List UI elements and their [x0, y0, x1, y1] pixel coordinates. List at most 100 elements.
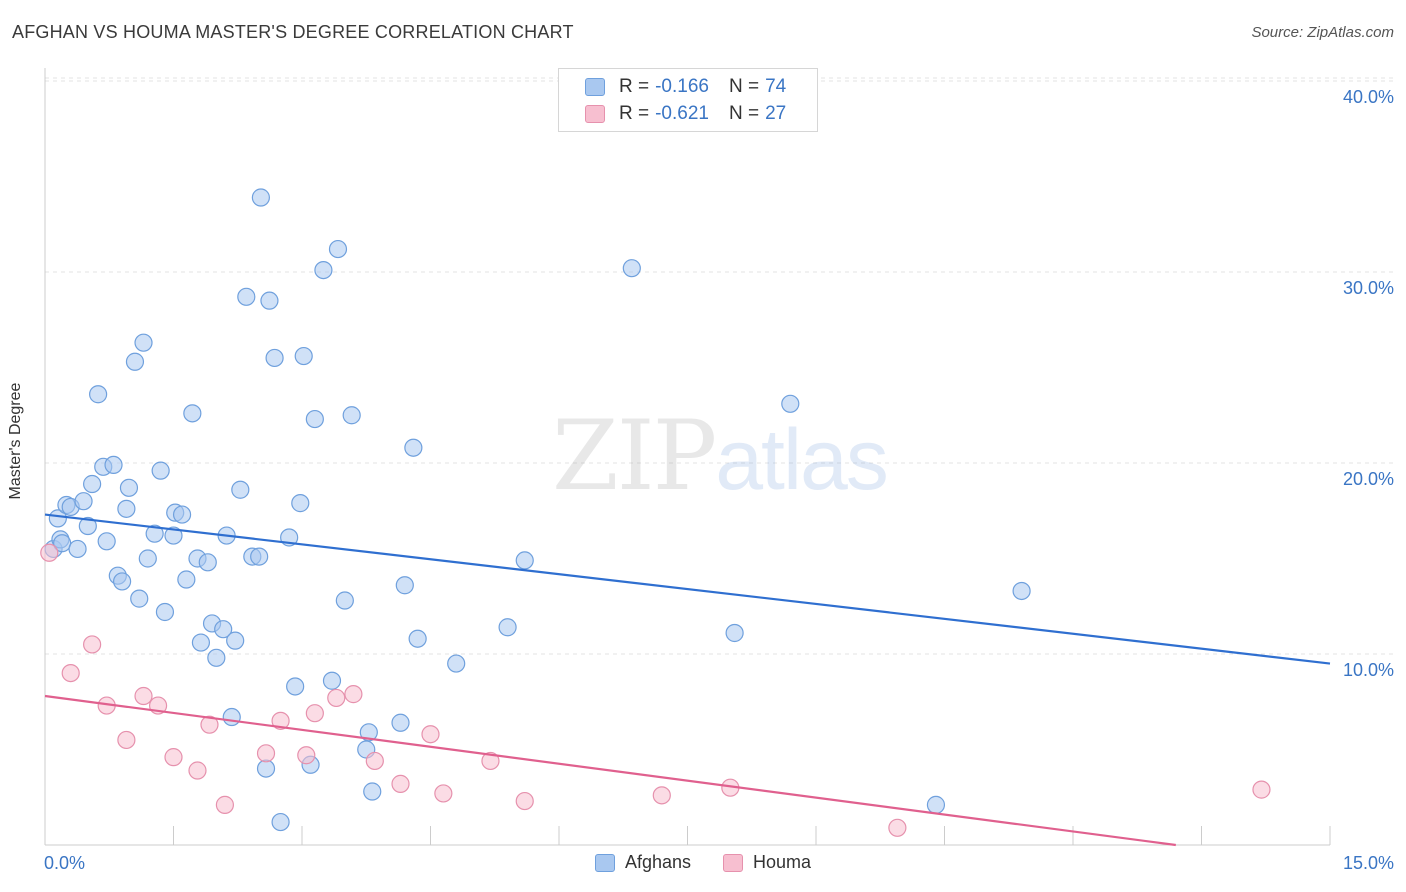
afghans-point [294, 346, 313, 366]
houma-point [365, 751, 384, 771]
chart-title: AFGHAN VS HOUMA MASTER'S DEGREE CORRELAT… [12, 22, 574, 42]
afghans-point [207, 648, 226, 667]
afghans-point [83, 474, 102, 494]
houma-point [1252, 780, 1271, 799]
afghans-point [134, 333, 153, 352]
houma-point [40, 543, 59, 562]
afghans-point [117, 499, 136, 518]
afghans-point [222, 707, 241, 727]
afghans-point [498, 618, 517, 637]
watermark: ZIPatlas [552, 400, 889, 512]
afghans-point [155, 602, 175, 622]
x-tick-labels: 0.0% 15.0% [44, 853, 1394, 873]
afghans-point [322, 671, 342, 690]
afghans-point [926, 795, 946, 814]
r-value: -0.166 [655, 76, 709, 97]
afghans-point [391, 713, 410, 732]
afghans-point [125, 352, 145, 371]
houma-point [134, 686, 153, 706]
houma-points [40, 543, 1271, 837]
y-axis-label: Master's Degree [7, 382, 24, 500]
houma-point [61, 663, 80, 683]
afghans-points [44, 188, 1031, 832]
n-label: N = [728, 76, 760, 97]
afghans-point [138, 549, 157, 568]
afghans-point [226, 631, 245, 650]
afghans-point [183, 404, 202, 423]
houma-point [888, 818, 907, 837]
afghans-point [164, 526, 183, 545]
afghans-point [395, 576, 414, 595]
houma-point [297, 746, 316, 765]
afghans-point [68, 539, 87, 559]
afghans-point [286, 677, 305, 696]
afghans-point [271, 812, 290, 832]
afghans-point [335, 591, 354, 610]
houma-point [421, 725, 440, 744]
houma-point [215, 795, 234, 814]
afghans-point [231, 480, 250, 499]
houma-point [344, 685, 363, 704]
afghans-point [250, 547, 269, 566]
afghans-point [78, 516, 97, 536]
houma-swatch [585, 105, 605, 123]
afghans-point [119, 478, 139, 497]
afghans-point [97, 532, 116, 551]
watermark-atlas: atlas [715, 412, 889, 508]
x-ticks [173, 826, 1331, 845]
afghans-point [359, 723, 378, 742]
afghans-point [781, 394, 800, 413]
houma-point [515, 791, 534, 811]
trend-lines [44, 513, 1331, 847]
afghans-point [622, 259, 641, 278]
afghans-point [198, 553, 217, 572]
n-value: 74 [765, 76, 787, 97]
legend-item-afghans: Afghans [594, 852, 692, 873]
r-label: R = [619, 76, 650, 97]
legend-label-afghans: Afghans [624, 852, 692, 872]
afghans-legend-swatch [594, 853, 615, 872]
r-label: R = [619, 103, 650, 124]
x-tick-label: 0.0% [44, 853, 85, 873]
houma-point [83, 635, 102, 654]
source-credit: Source: ZipAtlas.com [1251, 24, 1394, 41]
afghans-point [251, 188, 270, 207]
afghans-point [172, 505, 192, 524]
afghans-point [48, 509, 67, 528]
afghans-point [404, 438, 423, 457]
stats-row-houma: R = -0.621 N = 27 [585, 102, 792, 126]
afghans-point [130, 589, 149, 608]
afghans-point [328, 239, 348, 259]
stats-legend: R = -0.166 N = 74 R = -0.621 N = 27 [558, 68, 818, 132]
n-value: 27 [765, 103, 787, 124]
x-tick-label: 15.0% [1343, 853, 1394, 873]
afghans-point [104, 455, 123, 475]
y-tick-label: 30.0% [1343, 278, 1394, 298]
r-value: -0.621 [655, 103, 709, 124]
afghans-point [305, 409, 324, 429]
watermark-zip: ZIP [552, 400, 717, 512]
houma-point [188, 761, 207, 780]
afghans-point [515, 551, 534, 570]
legend-label-houma: Houma [753, 852, 812, 872]
afghans-point [237, 287, 256, 306]
stats-row-afghans: R = -0.166 N = 74 [585, 75, 792, 99]
afghans-point [1012, 581, 1031, 601]
afghans-point [363, 782, 382, 801]
grid-lines [45, 77, 1395, 655]
houma-point [200, 715, 219, 734]
y-axis-label-wrap: Master's Degree [7, 383, 25, 528]
y-tick-label: 10.0% [1343, 660, 1394, 680]
afghans-point [74, 492, 93, 511]
afghans-point [260, 291, 279, 310]
houma-point [256, 744, 276, 763]
afghans-point [265, 348, 284, 368]
houma-point [327, 688, 346, 708]
n-label: N = [728, 103, 760, 124]
houma-point [481, 751, 500, 771]
houma-point [434, 784, 453, 803]
afghans-point [191, 633, 211, 652]
houma-point [164, 748, 183, 767]
afghans-point [151, 461, 170, 480]
